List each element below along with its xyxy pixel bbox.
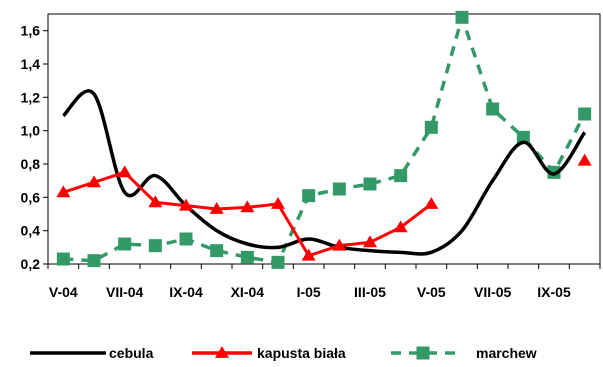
data-point bbox=[332, 182, 346, 196]
series-line bbox=[62, 89, 587, 256]
data-point bbox=[486, 102, 500, 116]
data-point bbox=[87, 254, 101, 268]
data-point bbox=[301, 248, 316, 261]
y-tick-label: 1,6 bbox=[21, 23, 41, 39]
x-tick-label: V-04 bbox=[49, 284, 78, 300]
data-point bbox=[148, 195, 163, 208]
legend-item-cebula: cebula bbox=[30, 345, 154, 361]
data-point bbox=[302, 189, 316, 203]
data-point bbox=[271, 197, 285, 209]
x-tick-label: IX-04 bbox=[169, 284, 203, 300]
x-tick-label: III-05 bbox=[354, 284, 386, 300]
legend-swatch-marker bbox=[416, 346, 430, 360]
legend: cebula kapusta biała marchew bbox=[30, 345, 537, 361]
data-point bbox=[240, 200, 255, 213]
data-point bbox=[179, 198, 193, 211]
y-tick-label: 0,8 bbox=[21, 156, 41, 172]
series-kapusta-biala bbox=[56, 153, 592, 261]
data-point bbox=[118, 237, 132, 251]
legend-item-kapusta-biala: kapusta biała bbox=[192, 345, 346, 361]
legend-label: cebula bbox=[109, 345, 154, 361]
x-tick-label: I-05 bbox=[297, 284, 321, 300]
y-tick-label: 1,0 bbox=[21, 123, 41, 139]
data-point bbox=[578, 107, 592, 121]
data-point bbox=[179, 232, 193, 246]
legend-label: marchew bbox=[476, 345, 537, 361]
y-tick-label: 0,6 bbox=[21, 189, 41, 205]
series-line bbox=[63, 15, 587, 265]
data-point bbox=[424, 120, 438, 134]
data-point bbox=[209, 202, 224, 214]
legend-swatch-marker bbox=[215, 346, 229, 358]
data-point bbox=[271, 255, 285, 269]
data-point bbox=[148, 239, 162, 253]
data-point bbox=[117, 165, 132, 178]
y-tick-label: 1,2 bbox=[21, 89, 41, 105]
data-point bbox=[577, 153, 592, 166]
y-tick-label: 1,4 bbox=[21, 56, 41, 72]
legend-item-marchew: marchew bbox=[391, 345, 537, 361]
data-point bbox=[240, 250, 254, 264]
data-point bbox=[455, 10, 469, 24]
data-point bbox=[87, 175, 101, 188]
x-tick-label: XI-04 bbox=[231, 284, 265, 300]
data-point bbox=[424, 197, 439, 209]
y-axis: 0,2 0,4 0,6 0,8 1,0 1,2 1,4 1,6 bbox=[21, 23, 48, 272]
data-point bbox=[394, 169, 408, 183]
x-tick-label: VII-04 bbox=[106, 284, 144, 300]
data-point bbox=[393, 220, 408, 233]
series-layer bbox=[56, 10, 592, 269]
series-marchew bbox=[56, 10, 592, 269]
legend-label: kapusta biała bbox=[257, 345, 346, 361]
data-point bbox=[56, 252, 70, 266]
series-cebula bbox=[62, 89, 587, 256]
y-tick-label: 0,2 bbox=[21, 256, 41, 272]
data-point bbox=[363, 235, 377, 248]
data-point bbox=[363, 177, 377, 191]
data-point bbox=[332, 238, 347, 251]
x-tick-label: VII-05 bbox=[474, 284, 512, 300]
data-point bbox=[56, 185, 71, 198]
x-tick-label: V-05 bbox=[417, 284, 446, 300]
y-tick-label: 0,4 bbox=[21, 223, 41, 239]
x-axis: V-04 VII-04 IX-04 XI-04 I-05 III-05 V-05 VII-05… bbox=[47, 264, 601, 300]
x-tick-label: IX-05 bbox=[537, 284, 571, 300]
data-point bbox=[516, 130, 530, 144]
data-point bbox=[210, 244, 224, 258]
